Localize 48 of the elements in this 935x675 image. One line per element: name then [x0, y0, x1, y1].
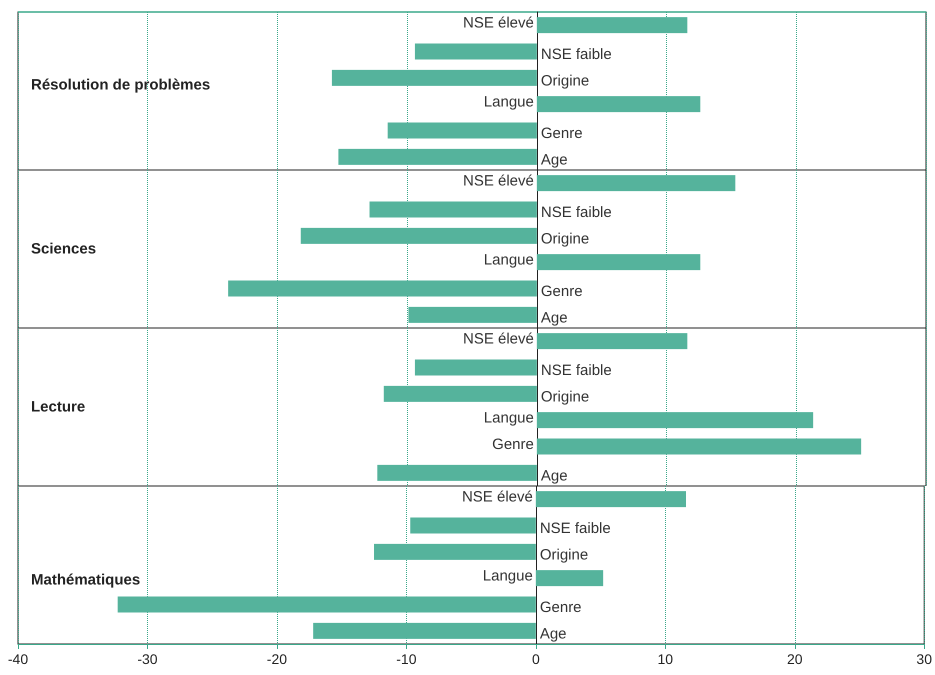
- bar: [377, 464, 537, 481]
- y-tick-label: Origine: [540, 546, 588, 564]
- y-tick-label: Genre: [540, 125, 583, 142]
- bar: [374, 544, 536, 560]
- bar: [536, 570, 604, 586]
- text: Lecture: [31, 398, 86, 416]
- y-tick-label: Langue: [484, 252, 534, 269]
- y-tick-label: Age: [540, 625, 567, 642]
- bar: [536, 491, 686, 508]
- bar: [536, 412, 814, 428]
- y-tick-label: Genre: [540, 283, 583, 300]
- x-tick-label: -40: [8, 651, 28, 667]
- y-tick-label: Langue: [482, 568, 533, 585]
- y-tick-label: Origine: [540, 388, 590, 406]
- y-tick-label: NSE faible: [540, 204, 612, 221]
- y-tick-label: Langue: [484, 94, 534, 111]
- y-tick-label: Genre: [540, 599, 582, 616]
- bar: [313, 622, 536, 639]
- y-tick-label: Origine: [540, 72, 590, 90]
- y-tick-label: NSE faible: [540, 520, 611, 537]
- x-tick-label: -10: [396, 651, 417, 667]
- text: Sciences: [31, 240, 96, 258]
- text: Résolution de problèmes: [31, 76, 210, 94]
- y-tick-label: Age: [540, 467, 568, 484]
- x-tick-label: 20: [786, 651, 803, 667]
- text: Mathématiques: [31, 572, 140, 588]
- y-tick-label: Genre: [492, 436, 534, 453]
- bar: [118, 596, 536, 612]
- y-tick-label: Age: [540, 309, 568, 326]
- y-tick-label: Origine: [540, 230, 590, 248]
- y-tick-label: NSE élevé: [462, 330, 534, 348]
- bar: [414, 360, 537, 376]
- bar: [536, 333, 688, 350]
- bar: [410, 518, 536, 534]
- y-tick-label: NSE élevé: [462, 172, 534, 190]
- x-tick-label: -20: [266, 651, 288, 667]
- x-tick-label: 0: [532, 651, 540, 667]
- y-tick-label: NSE élevé: [462, 488, 533, 506]
- y-tick-label: NSE élevé: [462, 14, 534, 32]
- x-tick-label: 10: [658, 651, 674, 667]
- bar: [536, 438, 862, 454]
- x-tick-label: 30: [916, 651, 932, 667]
- y-tick-label: NSE faible: [540, 362, 612, 379]
- y-tick-label: NSE faible: [540, 46, 612, 63]
- x-tick-label: -30: [137, 651, 158, 667]
- y-tick-label: Age: [540, 151, 568, 168]
- bar: [384, 386, 537, 402]
- y-tick-label: Langue: [484, 410, 534, 427]
